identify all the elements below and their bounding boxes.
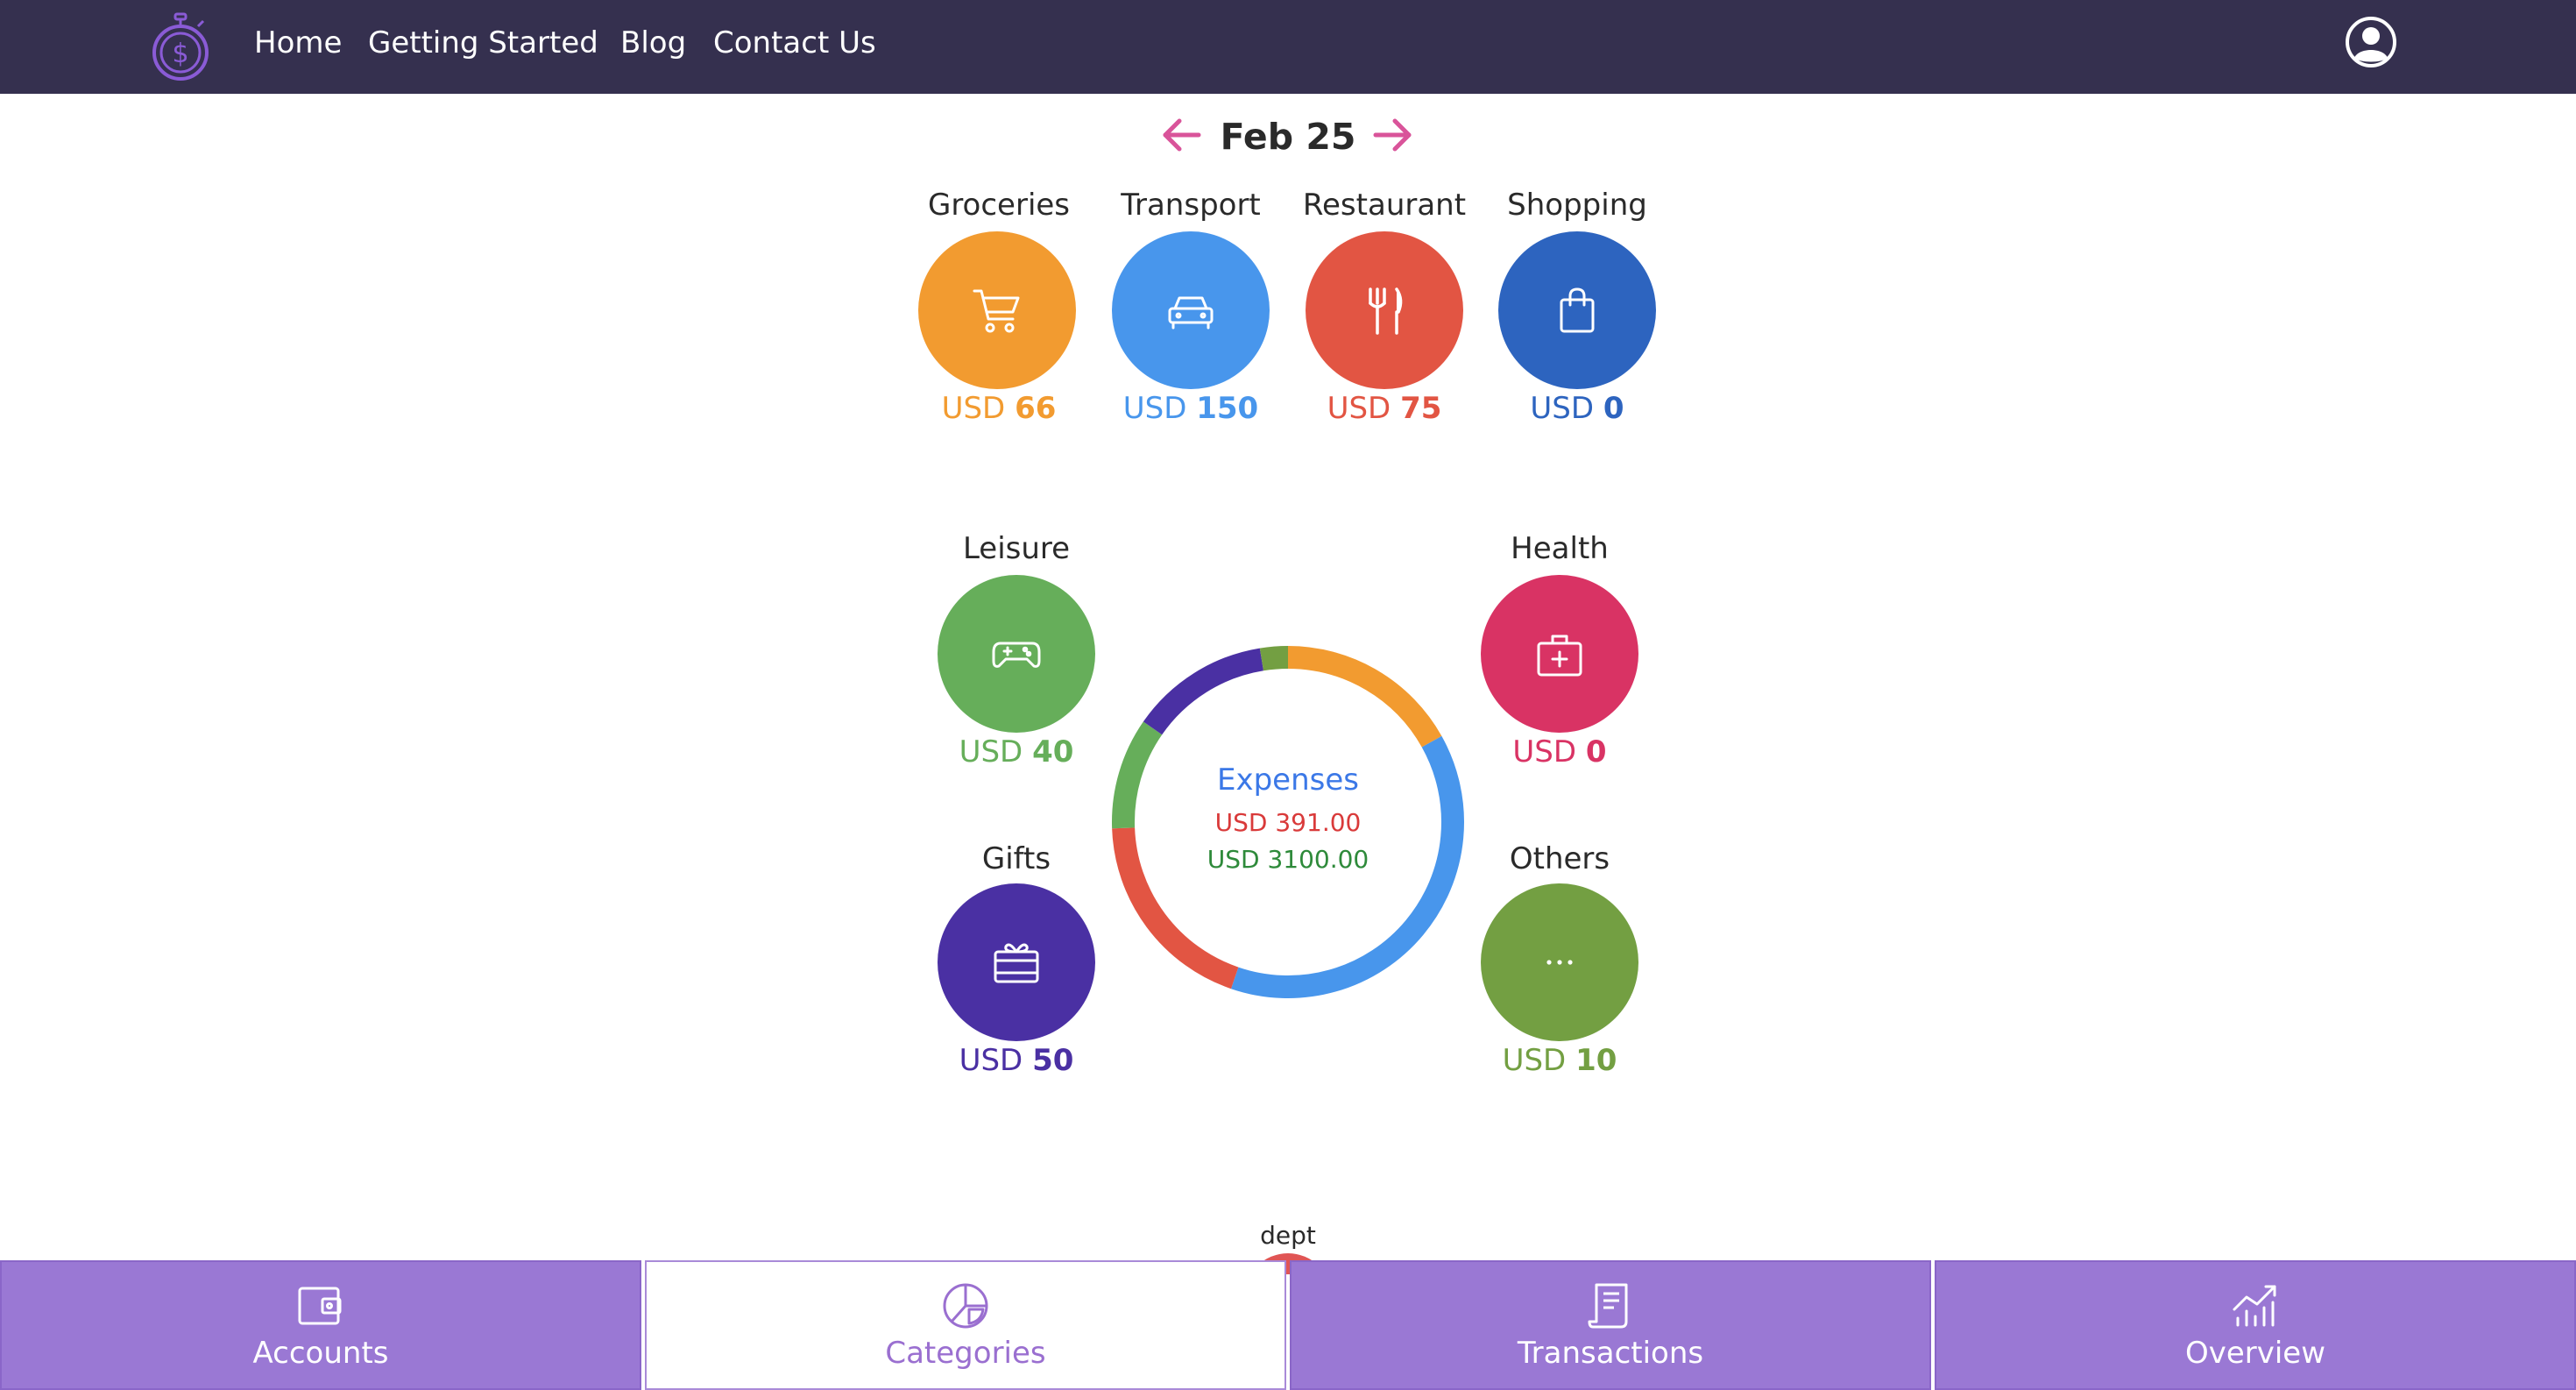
category-label-leisure: Leisure [962,531,1071,566]
category-label-restaurant: Restaurant [1302,188,1467,223]
arrow-left-icon[interactable] [1160,114,1202,156]
currency-label: USD [1502,1043,1567,1078]
category-amount-leisure: USD 40 [902,734,1130,769]
donut-segment-gifts [1143,648,1264,735]
category-label-gifts: Gifts [981,841,1051,876]
fork-knife-icon [1369,287,1403,335]
amount-value: 0 [1585,734,1607,769]
category-restaurant[interactable] [1306,231,1463,389]
amount-value: 150 [1196,391,1259,426]
tab-categories[interactable]: Categories [645,1260,1286,1390]
month-switcher: Feb 25 [1139,109,1437,165]
nav-blog[interactable]: Blog [620,25,687,60]
nav-contact-us[interactable]: Contact Us [713,25,876,60]
category-gifts[interactable] [938,883,1095,1041]
category-amount-gifts: USD 50 [902,1043,1130,1078]
amount-value: 66 [1015,391,1057,426]
donut-segment-leisure [1112,721,1163,829]
receipt-icon [1588,1283,1628,1329]
current-month: Feb 25 [1220,116,1356,158]
category-label-health: Health [1511,531,1609,566]
arrow-right-icon[interactable] [1372,114,1414,156]
car-icon [1168,296,1214,330]
category-amount-others: USD 10 [1446,1043,1674,1078]
top-navbar: $ Home Getting Started Blog Contact Us [0,0,2576,94]
category-label-shopping: Shopping [1507,188,1647,223]
donut-segment-groceries [1287,646,1442,748]
pie-chart-icon [943,1283,988,1329]
bag-icon [1560,287,1595,333]
category-amount-shopping: USD 0 [1463,391,1691,426]
trend-chart-icon [2233,1285,2276,1327]
category-label-transport: Transport [1121,188,1261,223]
category-others[interactable] [1481,883,1638,1041]
dept-label: dept [1260,1221,1316,1250]
amount-value: 10 [1575,1043,1617,1078]
tab-transactions-label: Transactions [1517,1336,1704,1371]
donut-segment-transport [1230,735,1464,998]
nav-home[interactable]: Home [254,25,343,60]
amount-value: 75 [1400,391,1442,426]
expenses-donut-chart [1112,646,1464,998]
donut-segment-restaurant [1112,827,1239,989]
user-profile-icon[interactable] [2345,16,2397,68]
cart-icon [973,289,1020,333]
tab-accounts-label: Accounts [252,1336,389,1371]
wallet-icon [298,1287,342,1325]
amount-value: 0 [1603,391,1624,426]
tab-accounts[interactable]: Accounts [0,1260,641,1390]
category-amount-transport: USD 150 [1077,391,1305,426]
category-health[interactable] [1481,575,1638,733]
stopwatch-dollar-logo-icon[interactable]: $ [149,12,212,82]
category-amount-groceries: USD 66 [885,391,1113,426]
tab-overview-label: Overview [2184,1336,2326,1371]
nav-getting-started[interactable]: Getting Started [368,25,598,60]
expenses-title: Expenses [1217,762,1359,798]
category-leisure[interactable] [938,575,1095,733]
category-groceries[interactable] [918,231,1076,389]
currency-label: USD [1327,391,1391,426]
tab-categories-label: Categories [885,1336,1046,1371]
category-amount-health: USD 0 [1446,734,1674,769]
medical-kit-icon [1537,635,1582,677]
tab-overview[interactable]: Overview [1935,1260,2576,1390]
currency-label: USD [959,1043,1023,1078]
expenses-spent: USD 391.00 [1214,808,1362,837]
bottom-tab-bar: Accounts Categories Transactions Ov [0,1260,2576,1390]
currency-label: USD [941,391,1006,426]
currency-label: USD [959,734,1023,769]
currency-label: USD [1512,734,1577,769]
gamepad-icon [992,642,1041,668]
donut-segment-others [1259,646,1289,671]
gift-card-icon [994,943,1039,983]
category-shopping[interactable] [1498,231,1656,389]
amount-value: 40 [1032,734,1074,769]
category-transport[interactable] [1112,231,1270,389]
tab-transactions[interactable]: Transactions [1290,1260,1931,1390]
category-label-groceries: Groceries [927,188,1071,223]
currency-label: USD [1122,391,1187,426]
category-label-others: Others [1509,841,1610,876]
expenses-budget: USD 3100.00 [1207,845,1369,874]
category-amount-restaurant: USD 75 [1270,391,1498,426]
currency-label: USD [1530,391,1595,426]
ellipsis-icon [1546,960,1573,965]
amount-value: 50 [1032,1043,1074,1078]
svg-text:$: $ [172,39,188,69]
